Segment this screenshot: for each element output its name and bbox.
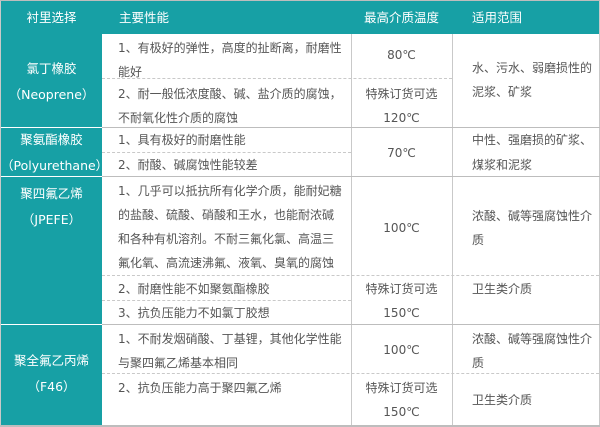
temp-value: 150℃ bbox=[383, 306, 420, 320]
header-lining: 衬里选择 bbox=[1, 1, 102, 34]
temp-value: 70℃ bbox=[387, 146, 416, 160]
property-line: 2、耐磨性能不如聚氨酯橡胶 bbox=[118, 282, 270, 296]
temp-note: 特殊订货可选 bbox=[365, 87, 438, 101]
lining-alias: （Neoprene） bbox=[8, 87, 95, 102]
lining-alias: （Polyurethane） bbox=[1, 158, 109, 173]
range-line: 卫生类介质 bbox=[472, 393, 533, 407]
header-range: 适用范围 bbox=[452, 1, 599, 34]
temp-note: 特殊订货可选 bbox=[365, 282, 438, 296]
lining-name: 氯丁橡胶 bbox=[26, 61, 77, 76]
range-line: 水、污水、弱磨损性的 bbox=[472, 61, 593, 75]
property-line: 1、有极好的弹性，高度的扯断离，耐磨性 bbox=[118, 41, 342, 55]
row-polyurethane-label: 聚氨酯橡胶 （Polyurethane） bbox=[1, 128, 109, 176]
property-line: 2、抗负压能力高于聚四氟乙烯 bbox=[118, 381, 282, 395]
property-line: 与聚四氟乙烯基本相同 bbox=[118, 356, 239, 370]
temp-note: 特殊订货可选 bbox=[365, 381, 438, 395]
range-line: 卫生类介质 bbox=[472, 282, 533, 296]
property-line: 和各种有机溶剂。不耐三氟化氯、高温三 bbox=[118, 232, 335, 246]
lining-alias: （JPEFE） bbox=[21, 212, 82, 227]
property-line: 不耐氧化性介质的腐蚀 bbox=[118, 111, 239, 125]
property-line: 2、耐一般低浓度酸、碱、盐介质的腐蚀， bbox=[118, 87, 342, 101]
lining-name: 聚氨酯橡胶 bbox=[20, 132, 83, 147]
lining-name: 聚全氟乙丙烯 bbox=[13, 353, 89, 368]
property-line: 1、具有极好的耐磨性能 bbox=[118, 133, 246, 147]
range-line: 浓酸、碱等强腐蚀性介 bbox=[472, 332, 593, 346]
property-line: 1、不耐发烟硝酸、丁基锂，其他化学性能 bbox=[118, 332, 342, 346]
row-f46-label: 聚全氟乙丙烯 （F46） bbox=[1, 325, 102, 425]
lining-name: 聚四氟乙烯 bbox=[20, 186, 83, 201]
temp-value: 100℃ bbox=[383, 343, 420, 357]
row-jpefe-label: 聚四氟乙烯 （JPEFE） bbox=[1, 177, 102, 324]
temp-value: 100℃ bbox=[383, 221, 420, 235]
range-line: 煤浆和泥浆 bbox=[472, 158, 533, 172]
range-line: 浓酸、碱等强腐蚀性介 bbox=[472, 209, 593, 223]
range-line: 质 bbox=[472, 233, 485, 247]
property-line: 能好 bbox=[118, 65, 143, 79]
property-line: 1、几乎可以抵抗所有化学介质，能耐妃糖 bbox=[118, 184, 342, 198]
property-line: 3、抗负压能力不如氯丁胶想 bbox=[118, 306, 270, 320]
temp-value: 150℃ bbox=[383, 405, 420, 419]
row-neoprene-label: 氯丁橡胶 （Neoprene） bbox=[1, 34, 102, 127]
lining-alias: （F46） bbox=[27, 379, 76, 394]
range-line: 质 bbox=[472, 356, 485, 370]
range-line: 中性、强磨损的矿浆、 bbox=[472, 133, 593, 147]
temp-value: 80℃ bbox=[387, 48, 416, 62]
property-line: 的盐酸、硫酸、硝酸和王水，也能耐浓碱 bbox=[118, 208, 335, 222]
header-max-temp: 最高介质温度 bbox=[351, 1, 452, 34]
range-line: 泥浆、矿浆 bbox=[472, 85, 533, 99]
header-properties: 主要性能 bbox=[102, 1, 351, 34]
property-line: 2、耐酸、碱腐蚀性能较差 bbox=[118, 158, 258, 172]
temp-value: 120℃ bbox=[383, 111, 420, 125]
property-line: 氟化氧、高流速沸氟、液氧、臭氧的腐蚀 bbox=[118, 256, 335, 270]
